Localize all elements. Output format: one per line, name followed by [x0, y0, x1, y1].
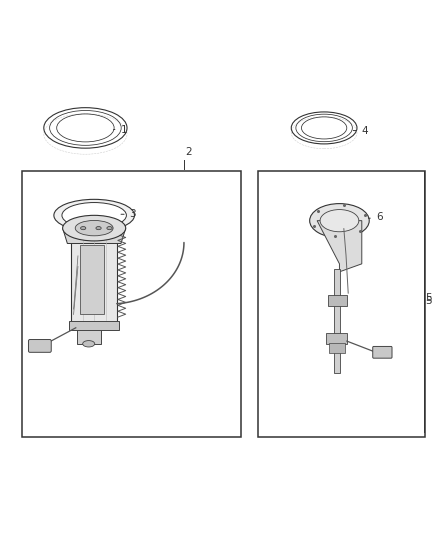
Ellipse shape	[310, 204, 369, 238]
Ellipse shape	[96, 227, 101, 230]
Polygon shape	[317, 221, 362, 272]
Ellipse shape	[320, 209, 359, 232]
Ellipse shape	[75, 221, 113, 236]
Ellipse shape	[54, 199, 134, 231]
Ellipse shape	[83, 224, 106, 234]
Bar	[334, 269, 340, 373]
Text: 1: 1	[113, 125, 127, 134]
Polygon shape	[63, 228, 126, 244]
Text: 3: 3	[121, 209, 136, 219]
Ellipse shape	[81, 227, 86, 230]
Bar	[258, 171, 425, 437]
Ellipse shape	[63, 215, 126, 241]
Bar	[22, 171, 241, 437]
Bar	[80, 245, 104, 314]
FancyBboxPatch shape	[373, 346, 392, 358]
Bar	[326, 333, 347, 344]
Bar	[69, 321, 119, 330]
Text: 6: 6	[368, 213, 382, 222]
Bar	[328, 343, 345, 353]
Text: 5: 5	[425, 294, 431, 303]
Text: 5: 5	[425, 296, 431, 306]
FancyBboxPatch shape	[28, 340, 51, 352]
Ellipse shape	[83, 341, 95, 347]
Bar	[71, 229, 117, 322]
Text: 4: 4	[353, 126, 368, 135]
Ellipse shape	[107, 227, 112, 230]
Text: 2: 2	[185, 147, 192, 157]
Bar	[328, 295, 347, 306]
Bar	[77, 322, 101, 344]
Ellipse shape	[62, 203, 127, 228]
